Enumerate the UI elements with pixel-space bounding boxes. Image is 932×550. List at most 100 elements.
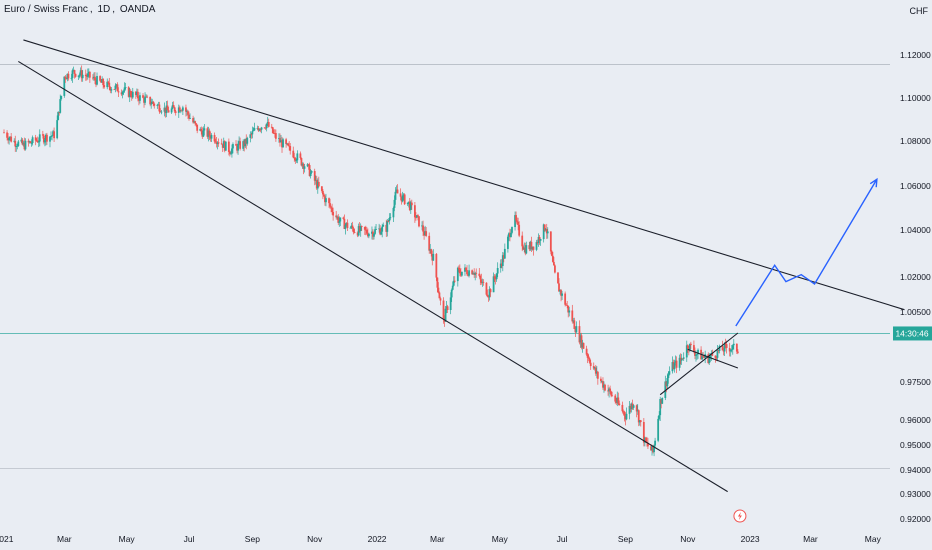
candle-body	[325, 198, 327, 203]
candle-body	[115, 84, 118, 86]
candle-body	[425, 231, 428, 236]
candle-body	[417, 215, 419, 217]
symbol-name: Euro / Swiss Franc	[4, 4, 88, 15]
candle-body	[471, 270, 474, 275]
candle-body	[152, 101, 155, 104]
candle-body	[49, 136, 51, 142]
candle-body	[331, 207, 334, 212]
candle-body	[393, 199, 396, 208]
lightning-icon-glyph	[737, 512, 742, 520]
candle-body	[202, 130, 205, 137]
candle-body	[336, 216, 339, 218]
candle-body	[659, 399, 662, 416]
candle-body	[453, 280, 456, 282]
candle-body	[521, 235, 524, 247]
candle-body	[164, 107, 167, 114]
candle-body	[452, 280, 455, 286]
candle-body	[639, 420, 642, 422]
projection-arrowhead	[869, 177, 878, 188]
candle-body	[110, 89, 113, 91]
candle-body	[714, 355, 717, 358]
candle-body	[338, 221, 341, 223]
candle-body	[349, 227, 352, 229]
candle-body	[582, 342, 585, 349]
candle-body	[71, 70, 74, 78]
candle-body	[386, 221, 389, 232]
candle-body	[93, 76, 95, 79]
candle-body	[573, 320, 576, 329]
candle-body	[346, 222, 349, 228]
timeframe[interactable]: 1D	[97, 4, 111, 15]
candle-body	[450, 289, 453, 298]
candle-body	[210, 134, 213, 139]
candle-body	[707, 354, 710, 363]
candle-body	[472, 273, 475, 275]
candle-body	[350, 225, 353, 228]
candle-body	[672, 362, 675, 370]
candle-body	[665, 381, 668, 387]
candle-body	[100, 80, 103, 83]
candle-body	[492, 276, 495, 293]
candle-body	[507, 236, 509, 249]
candle-body	[223, 141, 226, 151]
candle-body	[585, 348, 588, 355]
trendline	[659, 332, 739, 396]
candle-body	[107, 81, 110, 83]
candle-body	[697, 349, 699, 355]
x-tick-label: Mar	[430, 534, 445, 544]
candle-body	[728, 347, 731, 352]
candle-body	[264, 127, 267, 129]
candle-body	[131, 91, 134, 98]
candle-body	[288, 145, 291, 147]
candle-body	[260, 127, 263, 130]
candle-body	[621, 404, 624, 412]
candle-body	[171, 105, 174, 109]
candle-body	[206, 128, 209, 137]
candle-body	[588, 358, 591, 363]
trendline	[687, 348, 739, 369]
candle-body	[682, 357, 685, 359]
candle-body	[22, 142, 25, 145]
candle-body	[623, 411, 626, 416]
candle-body	[407, 201, 410, 203]
candle-body	[406, 202, 409, 205]
candle-body	[6, 132, 8, 138]
candle-body	[270, 126, 273, 128]
candle-body	[106, 81, 109, 88]
candle-body	[545, 229, 548, 234]
x-tick-label: Mar	[57, 534, 72, 544]
candle-body	[385, 224, 388, 232]
candle-body	[309, 172, 312, 177]
candle-body	[108, 82, 111, 88]
candle-body	[285, 139, 288, 144]
candle-body	[56, 120, 59, 139]
candle-body	[209, 135, 212, 139]
y-tick-label: 0.97500	[900, 377, 931, 387]
candle-body	[245, 138, 248, 144]
candle-body	[502, 255, 505, 259]
candle-body	[661, 397, 664, 404]
y-tick-label: 0.95000	[900, 440, 931, 450]
candle-body	[485, 282, 488, 295]
candle-body	[35, 140, 38, 142]
candle-body	[449, 297, 452, 311]
candle-body	[317, 181, 320, 187]
candle-body	[267, 122, 270, 127]
candle-body	[103, 85, 106, 88]
candle-body	[596, 371, 599, 379]
candle-body	[157, 104, 160, 106]
candle-body	[45, 134, 47, 141]
candle-body	[614, 395, 617, 402]
y-tick-label: 1.12000	[900, 50, 931, 60]
candle-body	[116, 84, 119, 92]
candle-body	[429, 249, 432, 251]
candle-body	[192, 118, 194, 123]
candle-body	[87, 71, 90, 74]
candle-body	[561, 293, 563, 296]
candle-body	[173, 107, 176, 112]
candle-body	[200, 128, 203, 132]
title-separator-1: ,	[89, 4, 96, 15]
candle-body	[451, 285, 454, 290]
candle-body	[139, 95, 141, 101]
